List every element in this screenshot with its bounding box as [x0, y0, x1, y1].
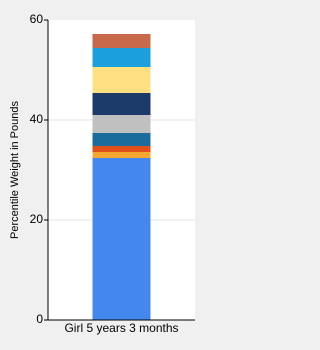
x-tick-label: Girl 5 years 3 months: [64, 321, 178, 335]
bar-segment: [92, 133, 151, 146]
y-axis-label: Percentile Weight in Pounds: [9, 101, 21, 239]
bar-segment: [92, 48, 151, 67]
y-tick-label: 40: [30, 112, 44, 126]
bar-segment: [92, 34, 151, 48]
y-tick-label: 0: [36, 312, 43, 326]
bar-segment: [92, 158, 151, 320]
bar-segment: [92, 67, 151, 93]
y-tick-label: 20: [30, 212, 44, 226]
bar-segment: [92, 152, 151, 158]
chart: Percentile Weight in Pounds 0 20 40 60 Girl …: [9, 12, 195, 335]
bar-segment: [92, 146, 151, 152]
y-tick-label: 60: [30, 12, 44, 26]
bar-segment: [92, 93, 151, 115]
bar-segment: [92, 115, 151, 133]
